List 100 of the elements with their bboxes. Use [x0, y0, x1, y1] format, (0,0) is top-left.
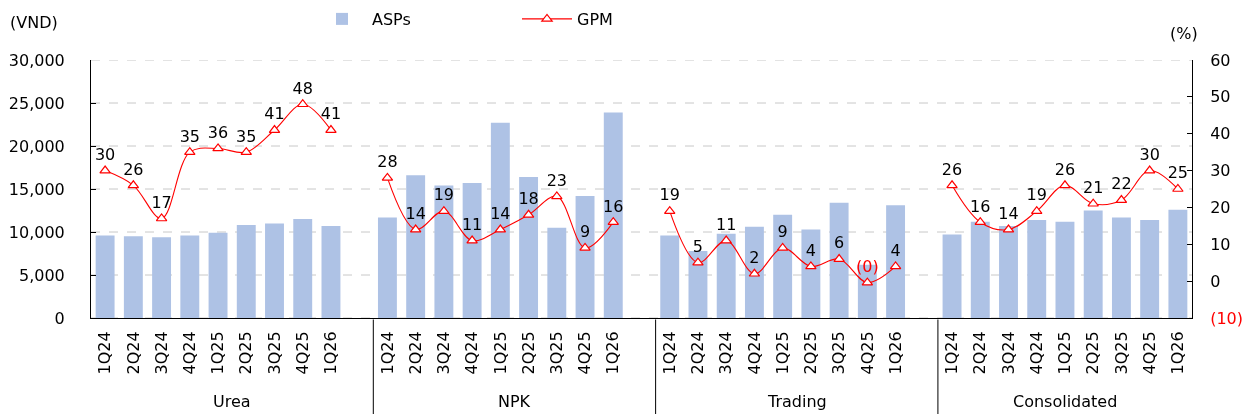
data-label: 11: [716, 214, 737, 234]
x-tick-label: 2Q25: [236, 331, 256, 375]
x-tick-label: 4Q25: [292, 331, 312, 375]
x-tick-label: 1Q24: [942, 331, 962, 375]
bar: [406, 175, 426, 318]
x-tick-label: 4Q25: [857, 331, 877, 375]
data-label: 18: [518, 189, 539, 209]
y2-tick-label: 40: [1210, 124, 1231, 144]
x-tick-label: 3Q24: [716, 331, 736, 375]
text: Urea: [213, 392, 251, 411]
data-label: 28: [377, 152, 398, 172]
data-label: 5: [692, 237, 704, 257]
x-tick-label: 3Q25: [264, 331, 284, 375]
point: [833, 253, 845, 262]
bar: [886, 205, 906, 318]
y2-axis-title: (%): [1170, 24, 1198, 43]
bar: [123, 236, 143, 318]
data-label: 30: [1139, 144, 1160, 164]
data-label: 4: [805, 240, 816, 260]
x-tick-label: 3Q25: [1111, 331, 1131, 375]
data-label: 9: [579, 222, 591, 242]
data-label: 25: [1167, 163, 1189, 183]
x-tick-label: 4Q25: [1139, 331, 1159, 375]
data-label: 2: [749, 248, 760, 268]
data-label: 16: [603, 196, 624, 216]
bar: [1140, 219, 1160, 318]
point: [1059, 180, 1071, 189]
bar: [180, 235, 200, 318]
x-tick-label: 1Q24: [659, 331, 679, 375]
bar: [716, 233, 736, 318]
x-tick-label: 1Q25: [208, 331, 228, 375]
bar: [744, 226, 764, 318]
data-label: (0): [856, 256, 879, 276]
data-label: 22: [1111, 174, 1132, 194]
point: [99, 165, 111, 174]
x-tick-label: 1Q26: [321, 331, 341, 375]
bar: [321, 225, 341, 318]
text: Trading: [767, 392, 827, 411]
data-label: 19: [659, 185, 680, 205]
bar: [1168, 209, 1188, 318]
x-tick-label: 1Q26: [603, 331, 623, 375]
x-tick-label: 1Q24: [377, 331, 397, 375]
x-tick-label: 4Q24: [462, 331, 482, 375]
y2-tick-label: 60: [1210, 50, 1231, 70]
data-label: 21: [1083, 178, 1104, 198]
data-label: 9: [777, 222, 788, 242]
bar: [547, 227, 567, 318]
y2-tick-label: 10: [1210, 234, 1231, 254]
x-tick-label: 3Q24: [151, 331, 171, 375]
x-tick-label: 2Q25: [1083, 331, 1103, 375]
bar: [829, 202, 849, 318]
bar: [773, 214, 793, 318]
x-tick-label: 3Q24: [434, 331, 454, 375]
data-label: 16: [970, 196, 991, 216]
x-tick-label: 2Q25: [801, 331, 821, 375]
point: [946, 180, 958, 189]
data-label: 26: [941, 159, 963, 179]
bar: [1027, 219, 1047, 318]
bar: [603, 112, 623, 318]
x-tick-label: 4Q24: [1026, 331, 1046, 375]
text: Consolidated: [1013, 392, 1118, 411]
data-label: 48: [292, 78, 313, 98]
text: NPK: [498, 392, 531, 411]
bar: [152, 237, 172, 318]
x-tick-label: 2Q24: [405, 331, 425, 375]
bar: [801, 229, 821, 318]
x-tick-label: 2Q24: [688, 331, 708, 375]
bar: [265, 223, 284, 318]
bar: [490, 122, 510, 318]
bar: [377, 217, 397, 318]
data-label: 6: [834, 233, 845, 253]
data-label: 35: [179, 126, 200, 146]
x-tick-label: 2Q24: [970, 331, 990, 375]
data-label: 4: [890, 240, 901, 260]
point: [325, 124, 337, 133]
point: [579, 242, 591, 251]
bar: [660, 235, 680, 318]
point: [551, 191, 563, 200]
x-tick-label: 3Q25: [829, 331, 849, 375]
data-label: 14: [998, 203, 1019, 223]
bar: [942, 234, 962, 318]
x-tick-label: 4Q24: [744, 331, 764, 375]
bar: [519, 176, 539, 318]
point: [1087, 198, 1099, 207]
bar: [208, 232, 228, 318]
x-tick-label: 4Q25: [575, 331, 595, 375]
legend-label: GPM: [577, 10, 613, 30]
bar: [95, 235, 115, 318]
bar: [970, 221, 990, 318]
y2-tick-label: 0: [1210, 271, 1221, 291]
x-tick-label: 1Q25: [772, 331, 792, 375]
data-label: 41: [320, 104, 342, 124]
data-label: 19: [433, 185, 455, 205]
bar: [575, 195, 595, 318]
point: [692, 257, 704, 266]
point: [720, 235, 732, 244]
bar: [1111, 217, 1131, 318]
y-axis-title: (VND): [10, 13, 58, 32]
bar: [434, 185, 454, 318]
bar: [1055, 221, 1075, 318]
